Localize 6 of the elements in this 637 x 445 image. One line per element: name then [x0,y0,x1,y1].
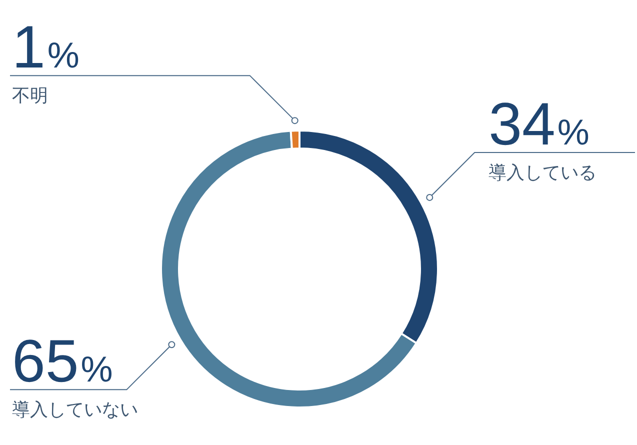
data-label: 1% [12,14,80,81]
data-label: 34% [488,90,590,158]
slice-label: 不明 [12,86,48,107]
slice-label: 導入している [488,162,597,184]
data-label: 65% [12,328,113,395]
slice-label: 導入していない [12,400,138,421]
